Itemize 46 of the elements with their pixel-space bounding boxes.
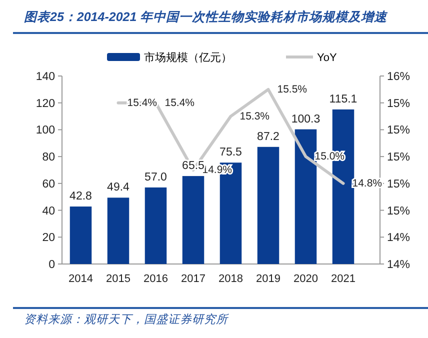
x-tick-label: 2020 [294, 273, 318, 285]
data-label: 75.5 [220, 146, 242, 159]
x-tick-label: 2021 [331, 273, 356, 285]
y2-tick-label: 16% [387, 71, 410, 83]
y-tick-label: 80 [42, 152, 55, 164]
data-label: 65.5 [182, 160, 204, 172]
x-tick-label: 2019 [256, 273, 280, 285]
data-label: 115.1 [329, 93, 358, 106]
bar [182, 176, 204, 264]
y2-tick-label: 15% [387, 124, 410, 137]
y-tick-label: 0 [48, 259, 55, 271]
y-tick-label: 140 [36, 71, 55, 83]
data-label: 87.2 [257, 130, 280, 143]
data-label: 49.4 [107, 182, 130, 194]
data-label: 15.3% [240, 110, 270, 122]
y-tick-label: 100 [36, 124, 55, 137]
chart-title: 图表25：2014-2021 年中国一次性生物实验耗材市场规模及增速 [24, 10, 388, 24]
bar [257, 146, 280, 264]
y2-tick-label: 15% [387, 98, 410, 110]
y2-tick-label: 14% [387, 259, 410, 271]
y2-tick-label: 15% [387, 178, 410, 190]
legend-label: YoY [317, 52, 338, 64]
bar [107, 198, 130, 264]
bar [294, 129, 317, 264]
data-label: 57.0 [144, 171, 167, 184]
bar [70, 206, 92, 264]
legend-label: 市场规模（亿元） [144, 51, 232, 64]
y2-tick-label: 14% [387, 232, 410, 244]
x-tick-label: 2018 [218, 273, 243, 285]
data-label: 100.3 [291, 113, 320, 126]
data-label: 42.8 [70, 190, 92, 203]
data-label: 15.5% [277, 83, 308, 96]
x-tick-label: 2017 [181, 273, 206, 285]
y-tick-label: 60 [42, 178, 55, 190]
y-tick-label: 20 [42, 232, 55, 244]
data-label: 15.4% [164, 96, 195, 109]
y2-tick-label: 15% [387, 205, 410, 218]
y-tick-label: 40 [42, 205, 55, 218]
data-label: 15.4% [127, 96, 158, 109]
y-tick-label: 120 [36, 98, 55, 110]
x-tick-label: 2015 [106, 273, 130, 285]
text: 资料来源：观研天下，国盛证券研究所 [24, 313, 229, 326]
bar [144, 187, 167, 264]
x-tick-label: 2014 [68, 273, 93, 285]
y2-tick-label: 15% [387, 152, 410, 164]
x-tick-label: 2016 [144, 273, 168, 285]
